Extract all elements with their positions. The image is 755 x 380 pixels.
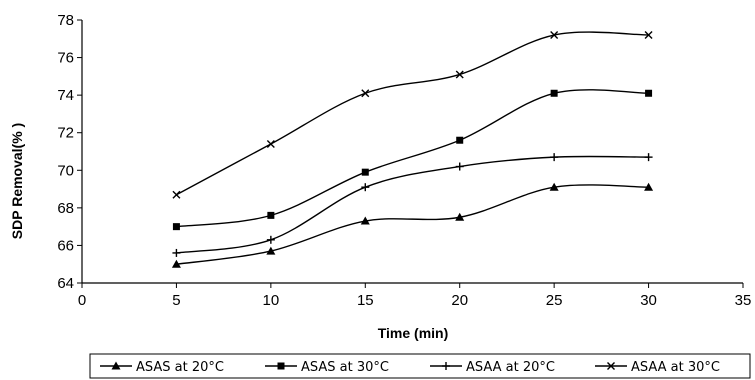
legend-label: ASAS at 30°C	[301, 360, 389, 375]
legend-marker	[607, 362, 615, 370]
data-point	[361, 89, 370, 98]
legend-entry: ASAS at 20°C	[100, 360, 224, 375]
series-line	[176, 89, 649, 228]
data-point	[550, 153, 559, 162]
data-point	[644, 153, 653, 162]
y-tick-label: 74	[57, 87, 74, 104]
x-tick-label: 5	[172, 292, 180, 309]
x-tick-label: 15	[357, 292, 374, 309]
y-tick-label: 68	[57, 200, 74, 217]
legend-label: ASAS at 20°C	[136, 360, 224, 375]
data-point	[266, 139, 275, 148]
x-axis-title: Time (min)	[378, 325, 449, 341]
legend-entry: ASAS at 30°C	[265, 360, 389, 375]
y-axis-ticks: 64 66 68 70 72 74 76 78	[57, 12, 82, 292]
series-3	[172, 153, 653, 257]
data-point	[361, 183, 370, 192]
legend-entry: ASAA at 30°C	[595, 360, 720, 375]
data-point	[455, 162, 464, 171]
y-tick-label: 78	[57, 12, 74, 29]
series-line	[176, 31, 649, 196]
data-point	[644, 182, 654, 191]
data-point	[172, 190, 181, 199]
data-point	[549, 182, 559, 191]
y-tick-label: 76	[57, 50, 74, 67]
x-tick-label: 25	[546, 292, 563, 309]
data-point	[266, 246, 276, 255]
x-axis-ticks: 0 5 10 15 20 25 30 35	[78, 283, 752, 309]
series-line	[176, 155, 649, 254]
data-point	[550, 31, 559, 40]
legend: ASAS at 20°C ASAS at 30°C ASAA at 20°C ASAA…	[89, 353, 751, 379]
series-1	[171, 182, 654, 268]
data-point	[455, 212, 465, 221]
data-point	[455, 70, 464, 79]
legend-label: ASAA at 20°C	[466, 360, 555, 375]
legend-box	[89, 353, 751, 379]
data-point	[172, 248, 181, 257]
legend-marker	[442, 362, 450, 370]
x-tick-label: 0	[78, 292, 86, 309]
data-point	[171, 259, 181, 268]
x-tick-label: 20	[451, 292, 468, 309]
data-point	[172, 223, 180, 231]
y-tick-label: 66	[57, 237, 74, 254]
data-point	[361, 168, 369, 176]
series-layer	[171, 31, 654, 268]
x-tick-label: 30	[640, 292, 657, 309]
legend-entry: ASAA at 20°C	[430, 360, 555, 375]
data-point	[360, 216, 370, 225]
data-point	[645, 89, 653, 97]
y-tick-label: 70	[57, 162, 74, 179]
legend-marker	[277, 362, 285, 370]
x-tick-label: 35	[735, 292, 752, 309]
series-4	[172, 31, 653, 199]
legend-marker	[111, 361, 121, 370]
y-axis-title: SDP Removal(% )	[9, 123, 25, 239]
data-point	[644, 31, 653, 40]
data-point	[550, 89, 558, 97]
series-line	[176, 184, 649, 265]
y-tick-label: 72	[57, 125, 74, 142]
x-tick-label: 10	[263, 292, 280, 309]
data-point	[267, 211, 275, 219]
data-point	[266, 235, 275, 244]
data-point	[456, 136, 464, 144]
y-tick-label: 64	[57, 275, 74, 292]
legend-label: ASAA at 30°C	[631, 360, 720, 375]
series-2	[172, 89, 653, 231]
